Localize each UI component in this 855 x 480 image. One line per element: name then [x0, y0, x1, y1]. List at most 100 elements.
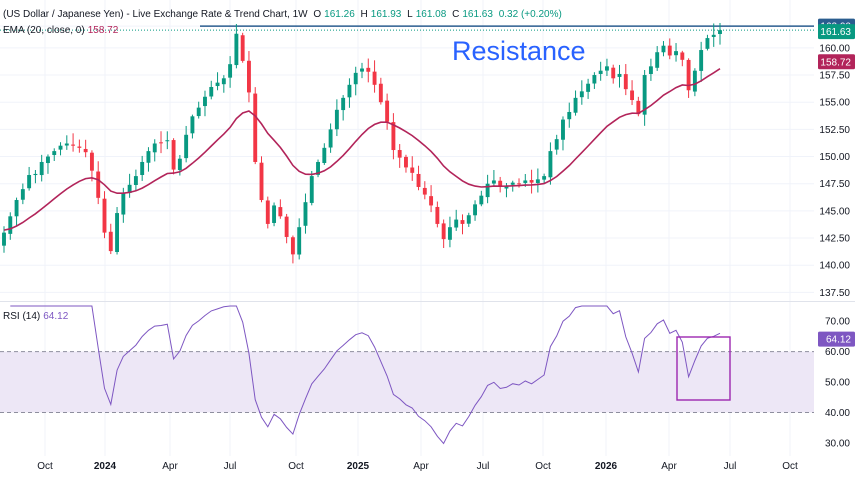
price-tick-label: 147.50 — [819, 179, 850, 190]
candle — [498, 176, 503, 193]
candle-body — [46, 156, 50, 164]
time-tick-label: 2026 — [595, 461, 618, 472]
candle-body — [542, 176, 547, 180]
candle-body — [96, 171, 101, 198]
candle-body — [573, 97, 578, 113]
candle-body — [209, 86, 214, 97]
candle-body — [284, 216, 289, 237]
candle-body — [14, 200, 19, 217]
candle — [165, 131, 170, 150]
candle-body — [579, 91, 584, 98]
candle-body — [278, 207, 283, 217]
candle — [535, 168, 540, 193]
candle-body — [422, 187, 427, 195]
candle — [146, 147, 151, 172]
rsi-axis[interactable]: 70.00 60.00 50.00 40.00 30.00 — [825, 317, 850, 450]
candle-body — [253, 93, 258, 162]
rsi-legend: RSI (14) 64.12 — [3, 311, 71, 322]
high-label: H — [360, 9, 368, 20]
time-tick-label: Oct — [782, 461, 798, 472]
candle-body — [52, 151, 57, 156]
candle-body — [240, 35, 245, 61]
time-tick-label: Jul — [224, 461, 237, 472]
candle-body — [196, 107, 201, 117]
highlight-box — [676, 336, 731, 401]
candle — [397, 144, 402, 168]
candle — [328, 123, 333, 153]
candle-body — [177, 158, 182, 171]
candles — [2, 22, 722, 264]
candle — [642, 70, 647, 126]
candle — [2, 226, 6, 253]
candle-body — [64, 143, 69, 146]
candle-body — [203, 96, 207, 107]
candle-body — [554, 139, 559, 150]
candle — [89, 150, 94, 182]
candle — [52, 148, 57, 161]
candle — [297, 218, 302, 260]
candle — [290, 235, 295, 264]
candle-body — [385, 100, 390, 122]
candle — [215, 72, 220, 91]
candle — [278, 199, 283, 219]
candle-body — [391, 122, 396, 151]
candle — [422, 181, 427, 200]
symbol-title: (US Dollar / Japanese Yen) - Live Exchan… — [3, 9, 308, 20]
last-price-tag-bg — [818, 24, 855, 40]
candle-body — [58, 145, 63, 150]
candle — [674, 43, 678, 62]
candle-body — [711, 34, 716, 37]
candle — [196, 101, 201, 119]
candle — [410, 156, 415, 181]
candle — [115, 207, 119, 255]
candle — [416, 165, 421, 191]
candle-body — [598, 70, 603, 74]
ema-price-tag-text: 158.72 — [820, 57, 851, 68]
candle-body — [617, 73, 622, 77]
candle — [221, 75, 226, 93]
change-value: 0.32 (+0.20%) — [498, 9, 562, 20]
candle-body — [165, 140, 170, 142]
rsi-tick-label: 30.00 — [825, 438, 850, 449]
candle-body — [108, 231, 113, 252]
price-tick-label: 160.00 — [819, 43, 850, 54]
rsi-tick-label: 40.00 — [825, 408, 850, 419]
time-tick-label: Jul — [477, 461, 490, 472]
candle — [247, 51, 251, 103]
candle-body — [466, 215, 471, 224]
candle-body — [146, 151, 151, 163]
candle — [347, 78, 352, 108]
time-tick-label: Apr — [661, 461, 677, 472]
candle-body — [115, 213, 119, 252]
candle-body — [460, 220, 465, 224]
candle — [259, 156, 264, 203]
candle-body — [548, 151, 553, 178]
candle-body — [611, 67, 616, 79]
candle — [473, 200, 477, 221]
candle — [686, 58, 691, 98]
candle — [579, 80, 584, 105]
candle — [605, 58, 609, 76]
candle-body — [441, 223, 446, 240]
candle-body — [140, 161, 145, 176]
candle-body — [686, 59, 691, 91]
candle-body — [127, 184, 132, 194]
candle-body — [353, 72, 358, 85]
ema-label: EMA (20, close, 0) — [3, 25, 85, 36]
price-tick-label: 150.00 — [819, 152, 850, 163]
candle — [692, 68, 697, 97]
candle — [303, 193, 308, 234]
time-axis[interactable]: Oct 2024 Apr Jul Oct 2025 Apr Jul Oct 2026 Apr Jul O… — [37, 461, 798, 472]
candle — [648, 58, 653, 81]
candle — [46, 154, 50, 174]
time-tick-label: Oct — [37, 461, 53, 472]
ema-price-tag: 158.72 — [818, 54, 855, 70]
candle — [309, 170, 314, 206]
candle — [360, 62, 364, 79]
candle-body — [2, 232, 6, 246]
candle — [699, 41, 704, 82]
candle-body — [316, 161, 320, 175]
candle-body — [642, 75, 647, 115]
